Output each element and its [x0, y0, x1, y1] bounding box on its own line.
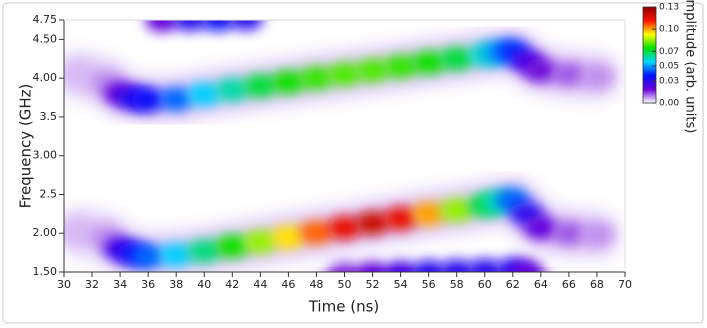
- colorbar-title: Amplitude (arb. units): [683, 0, 698, 133]
- colorbar: [642, 6, 657, 104]
- band-cell: [131, 87, 166, 112]
- y-tick-label: 4.00: [33, 71, 58, 84]
- band-cell: [551, 62, 586, 87]
- band-cell: [355, 211, 390, 236]
- colorbar-tick-label: 0.13: [659, 3, 679, 13]
- colorbar-tick-label: 0.07: [659, 47, 679, 57]
- x-tick-label: 38: [169, 278, 183, 291]
- band-cell: [327, 62, 362, 87]
- band-cell: [173, 20, 208, 32]
- band-cell: [299, 66, 334, 91]
- band-cell: [509, 260, 544, 272]
- y-axis-title: Frequency (GHz): [17, 84, 35, 209]
- band-cell: [579, 64, 614, 89]
- band-cell: [383, 206, 418, 231]
- x-tick-label: 56: [422, 278, 436, 291]
- colorbar-tick-label: 0.03: [659, 76, 679, 86]
- band-cell: [271, 70, 306, 95]
- band-cell: [229, 20, 264, 31]
- band-cell: [383, 54, 418, 79]
- band-cell: [439, 259, 474, 272]
- colorbar-tick-label: 0.05: [659, 62, 679, 72]
- band-cell: [64, 219, 96, 244]
- x-tick-label: 68: [590, 278, 604, 291]
- x-tick-label: 44: [253, 278, 267, 291]
- band-cell: [243, 229, 278, 254]
- x-tick-label: 42: [225, 278, 239, 291]
- x-tick-label: 70: [618, 278, 632, 291]
- band-cell: [201, 20, 236, 32]
- band-cell: [159, 87, 194, 112]
- y-tick-label: 2.5: [40, 187, 58, 200]
- y-tick-label: 3.5: [40, 110, 58, 123]
- x-tick-label: 52: [366, 278, 380, 291]
- band-cell: [215, 234, 250, 259]
- x-tick-label: 46: [281, 278, 295, 291]
- x-tick-label: 64: [534, 278, 548, 291]
- x-tick-label: 30: [57, 278, 71, 291]
- band-cell: [523, 58, 558, 83]
- band-cell: [439, 197, 474, 222]
- x-tick-label: 36: [141, 278, 155, 291]
- x-tick-label: 66: [562, 278, 576, 291]
- band-cell: [159, 242, 194, 267]
- band-cell: [551, 221, 586, 246]
- x-tick-label: 48: [309, 278, 323, 291]
- band-cell: [411, 260, 446, 272]
- y-tick-label: 1.50: [33, 265, 58, 278]
- band-cell: [327, 215, 362, 240]
- band-cell: [145, 20, 180, 32]
- colorbar-tick-label: 0.10: [659, 25, 679, 35]
- y-tick-label: 3.00: [33, 149, 58, 162]
- x-tick-label: 34: [113, 278, 127, 291]
- x-tick-label: 50: [338, 278, 352, 291]
- band-cell: [439, 46, 474, 71]
- band-cell: [411, 201, 446, 226]
- band-cell: [187, 239, 222, 264]
- band-cell: [243, 73, 278, 98]
- band-cell: [64, 62, 96, 87]
- x-tick-label: 60: [478, 278, 492, 291]
- x-tick-label: 58: [450, 278, 464, 291]
- x-axis-title: Time (ns): [308, 298, 380, 316]
- x-tick-label: 32: [85, 278, 99, 291]
- band-cell: [523, 215, 558, 240]
- x-tick-label: 54: [394, 278, 408, 291]
- band-cell: [131, 244, 166, 269]
- band-cell: [271, 225, 306, 250]
- y-tick-label: 4.50: [33, 32, 58, 45]
- band-cell: [327, 262, 362, 272]
- y-tick-label: 4.75: [33, 13, 58, 26]
- y-tick-label: 2.00: [33, 226, 58, 239]
- band-cell: [355, 261, 390, 272]
- band-cell: [187, 82, 222, 107]
- band-cell: [383, 260, 418, 272]
- x-tick-label: 40: [197, 278, 211, 291]
- band-cell: [411, 50, 446, 75]
- band-cell: [467, 258, 502, 272]
- band-cell: [579, 222, 614, 247]
- band-cell: [355, 58, 390, 83]
- band-cell: [215, 77, 250, 102]
- x-tick-label: 62: [506, 278, 520, 291]
- colorbar-tick-label: 0.00: [659, 99, 679, 109]
- band-cell: [299, 220, 334, 245]
